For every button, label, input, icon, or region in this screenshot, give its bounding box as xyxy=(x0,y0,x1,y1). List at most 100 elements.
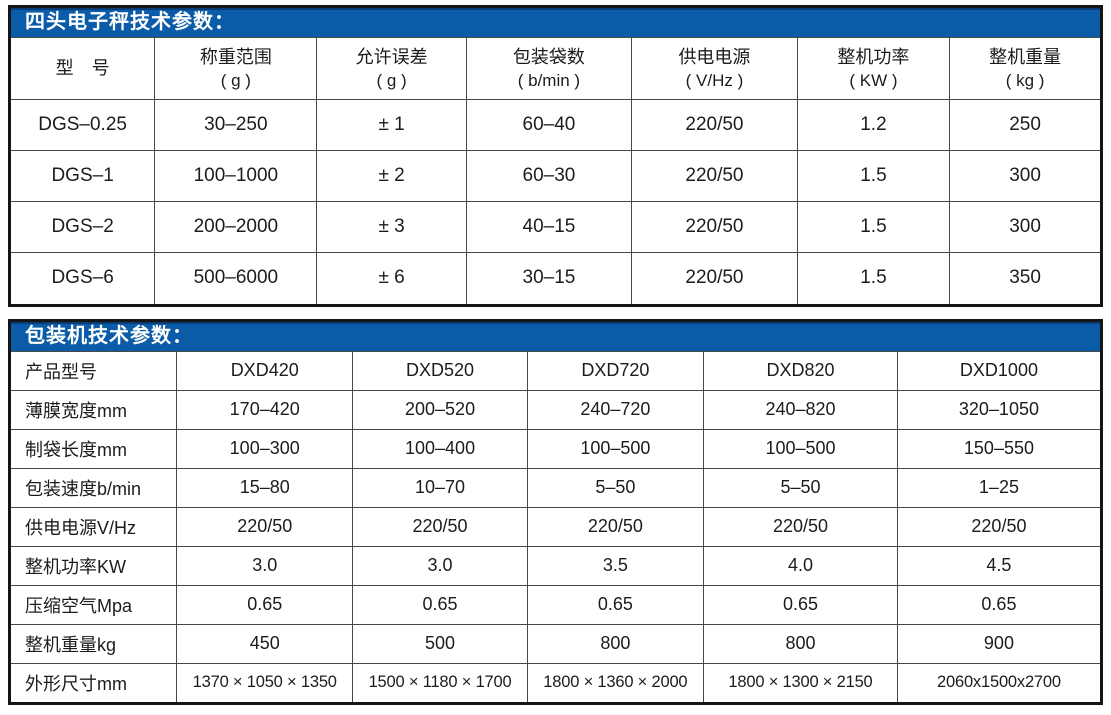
row-label: 整机功率KW xyxy=(11,545,178,586)
table-cell: 220/50 xyxy=(703,506,898,547)
table-cell: 3.0 xyxy=(352,545,528,586)
table-cell: 300 xyxy=(949,201,1100,253)
table-cell: 30–15 xyxy=(465,252,633,304)
table-cell: 170–420 xyxy=(176,389,354,430)
table-cell: DXD720 xyxy=(526,350,705,391)
scale-params-table: 型 号 称重范围( g ) 允许误差( g ) 包装袋数( b/min ) 供电… xyxy=(11,37,1100,304)
table-row: DGS–1 100–1000 ± 2 60–30 220/50 1.5 300 xyxy=(11,150,1100,202)
table-cell: 800 xyxy=(703,623,898,664)
table-row: DGS–0.25 30–250 ± 1 60–40 220/50 1.2 250 xyxy=(11,99,1100,151)
row-label: 外形尺寸mm xyxy=(11,662,178,702)
table-cell: 350 xyxy=(949,252,1100,304)
table-cell: 1–25 xyxy=(896,467,1100,508)
table-row-machine-weight: 整机重量kg 450 500 800 800 900 xyxy=(11,623,1100,664)
table-cell: 100–300 xyxy=(176,428,354,469)
table-cell: 240–820 xyxy=(703,389,898,430)
table-cell: 1370 × 1050 × 1350 xyxy=(176,662,354,702)
table-cell: 60–30 xyxy=(465,150,633,202)
table-cell: 220/50 xyxy=(631,150,798,202)
column-header-tolerance: 允许误差( g ) xyxy=(316,37,467,100)
table-cell: 500 xyxy=(352,623,528,664)
table-cell: ± 1 xyxy=(316,99,467,151)
row-label: 包装速度b/min xyxy=(11,467,178,508)
column-header-weight: 整机重量( kg ) xyxy=(949,37,1100,100)
table-cell: 3.0 xyxy=(176,545,354,586)
spec-sheet: 四头电子秤技术参数： 型 号 称重范围( g ) 允许误差( g ) 包装袋数(… xyxy=(8,5,1103,705)
table-cell: DXD420 xyxy=(176,350,354,391)
table-cell: 1.2 xyxy=(796,99,951,151)
header-row: 型 号 称重范围( g ) 允许误差( g ) 包装袋数( b/min ) 供电… xyxy=(11,37,1100,100)
table-cell: 4.5 xyxy=(896,545,1100,586)
table-cell: 220/50 xyxy=(631,201,798,253)
table-cell: 320–1050 xyxy=(896,389,1100,430)
table-cell: 0.65 xyxy=(526,584,705,625)
table-cell: 40–15 xyxy=(465,201,633,253)
scale-table-title: 四头电子秤技术参数： xyxy=(11,8,1100,37)
table-cell: 220/50 xyxy=(896,506,1100,547)
table-cell: 200–2000 xyxy=(154,201,318,253)
column-header-power-supply: 供电电源( V/Hz ) xyxy=(631,37,798,100)
table-cell: 10–70 xyxy=(352,467,528,508)
table-cell: 300 xyxy=(949,150,1100,202)
table-cell: 100–400 xyxy=(352,428,528,469)
column-header-model: 型 号 xyxy=(11,37,156,100)
table-cell: 1.5 xyxy=(796,150,951,202)
table-row-machine-power: 整机功率KW 3.0 3.0 3.5 4.0 4.5 xyxy=(11,545,1100,586)
table-cell: DGS–0.25 xyxy=(11,99,156,151)
table-cell: 30–250 xyxy=(154,99,318,151)
table-cell: 0.65 xyxy=(896,584,1100,625)
row-label: 薄膜宽度mm xyxy=(11,389,178,430)
table-cell: 2060x1500x2700 xyxy=(896,662,1100,702)
table-cell: DXD820 xyxy=(703,350,898,391)
table-cell: 200–520 xyxy=(352,389,528,430)
table-cell: ± 2 xyxy=(316,150,467,202)
table-cell: 60–40 xyxy=(465,99,633,151)
column-header-weigh-range: 称重范围( g ) xyxy=(154,37,318,100)
table-cell: 4.0 xyxy=(703,545,898,586)
packer-params-panel: 包装机技术参数： 产品型号 DXD420 DXD520 DXD720 DXD82… xyxy=(8,318,1103,705)
table-cell: 0.65 xyxy=(352,584,528,625)
table-cell: 0.65 xyxy=(176,584,354,625)
table-cell: 220/50 xyxy=(176,506,354,547)
packer-table-title: 包装机技术参数： xyxy=(11,321,1100,351)
table-cell: 250 xyxy=(949,99,1100,151)
table-cell: 0.65 xyxy=(703,584,898,625)
table-cell: 100–500 xyxy=(526,428,705,469)
table-row-film-width: 薄膜宽度mm 170–420 200–520 240–720 240–820 3… xyxy=(11,389,1100,430)
table-row-packing-speed: 包装速度b/min 15–80 10–70 5–50 5–50 1–25 xyxy=(11,467,1100,508)
table-cell: DGS–6 xyxy=(11,252,156,304)
table-cell: 450 xyxy=(176,623,354,664)
row-label: 产品型号 xyxy=(11,350,178,391)
table-cell: 100–1000 xyxy=(154,150,318,202)
table-cell: 1800 × 1360 × 2000 xyxy=(526,662,705,702)
table-row: DGS–2 200–2000 ± 3 40–15 220/50 1.5 300 xyxy=(11,201,1100,253)
table-cell: 1.5 xyxy=(796,252,951,304)
table-cell: DGS–2 xyxy=(11,201,156,253)
table-cell: 5–50 xyxy=(526,467,705,508)
table-cell: 1800 × 1300 × 2150 xyxy=(703,662,898,702)
row-label: 压缩空气Mpa xyxy=(11,584,178,625)
table-cell: 3.5 xyxy=(526,545,705,586)
table-row-power-supply: 供电电源V/Hz 220/50 220/50 220/50 220/50 220… xyxy=(11,506,1100,547)
table-row-overall-dimensions: 外形尺寸mm 1370 × 1050 × 1350 1500 × 1180 × … xyxy=(11,662,1100,702)
table-cell: 220/50 xyxy=(631,252,798,304)
table-row-bag-length: 制袋长度mm 100–300 100–400 100–500 100–500 1… xyxy=(11,428,1100,469)
table-cell: 100–500 xyxy=(703,428,898,469)
table-cell: ± 6 xyxy=(316,252,467,304)
column-header-bag-rate: 包装袋数( b/min ) xyxy=(465,37,633,100)
packer-params-table: 产品型号 DXD420 DXD520 DXD720 DXD820 DXD1000… xyxy=(11,350,1100,702)
table-cell: DXD520 xyxy=(352,350,528,391)
table-cell: 220/50 xyxy=(526,506,705,547)
row-label: 整机重量kg xyxy=(11,623,178,664)
table-cell: 150–550 xyxy=(896,428,1100,469)
scale-params-panel: 四头电子秤技术参数： 型 号 称重范围( g ) 允许误差( g ) 包装袋数(… xyxy=(8,5,1103,307)
table-cell: 240–720 xyxy=(526,389,705,430)
table-cell: 220/50 xyxy=(631,99,798,151)
table-cell: DXD1000 xyxy=(896,350,1100,391)
table-row-compressed-air: 压缩空气Mpa 0.65 0.65 0.65 0.65 0.65 xyxy=(11,584,1100,625)
table-cell: 1.5 xyxy=(796,201,951,253)
column-header-power: 整机功率( KW ) xyxy=(796,37,951,100)
table-row: DGS–6 500–6000 ± 6 30–15 220/50 1.5 350 xyxy=(11,252,1100,304)
table-row-product-model: 产品型号 DXD420 DXD520 DXD720 DXD820 DXD1000 xyxy=(11,350,1100,391)
row-label: 供电电源V/Hz xyxy=(11,506,178,547)
